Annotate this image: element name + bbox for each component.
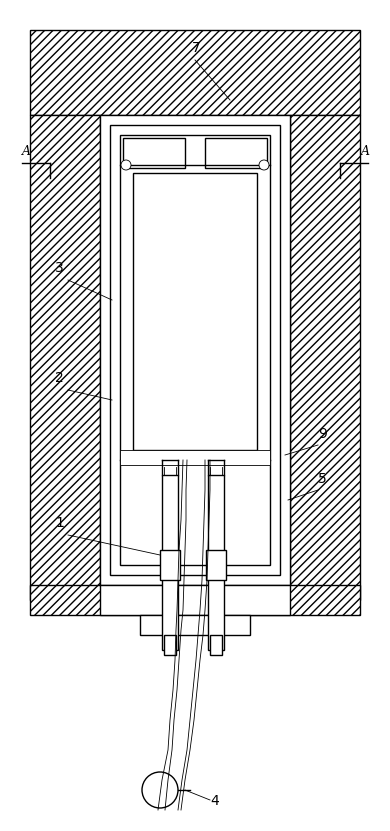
Bar: [100, 115, 290, 585]
Bar: [162, 475, 178, 650]
Bar: [160, 550, 180, 580]
Text: 1: 1: [55, 516, 64, 530]
Bar: [110, 125, 280, 575]
Bar: [210, 635, 222, 655]
Text: 7: 7: [192, 41, 201, 55]
Bar: [205, 138, 267, 168]
Circle shape: [259, 160, 269, 170]
Text: 2: 2: [55, 371, 64, 385]
Bar: [120, 135, 270, 565]
Bar: [164, 635, 176, 655]
Bar: [133, 173, 257, 450]
Text: A: A: [361, 145, 370, 158]
Text: A: A: [22, 145, 31, 158]
Bar: [123, 138, 185, 168]
Text: 5: 5: [318, 472, 327, 486]
Text: 9: 9: [318, 427, 327, 441]
Bar: [30, 30, 360, 115]
Text: 4: 4: [210, 794, 219, 808]
Bar: [120, 450, 270, 465]
Bar: [208, 475, 224, 650]
Bar: [30, 115, 100, 600]
Bar: [30, 585, 360, 615]
Bar: [206, 550, 226, 580]
Bar: [290, 115, 360, 600]
Circle shape: [121, 160, 131, 170]
Text: 3: 3: [55, 261, 64, 275]
Circle shape: [142, 772, 178, 808]
Bar: [140, 615, 250, 635]
Bar: [100, 585, 290, 615]
